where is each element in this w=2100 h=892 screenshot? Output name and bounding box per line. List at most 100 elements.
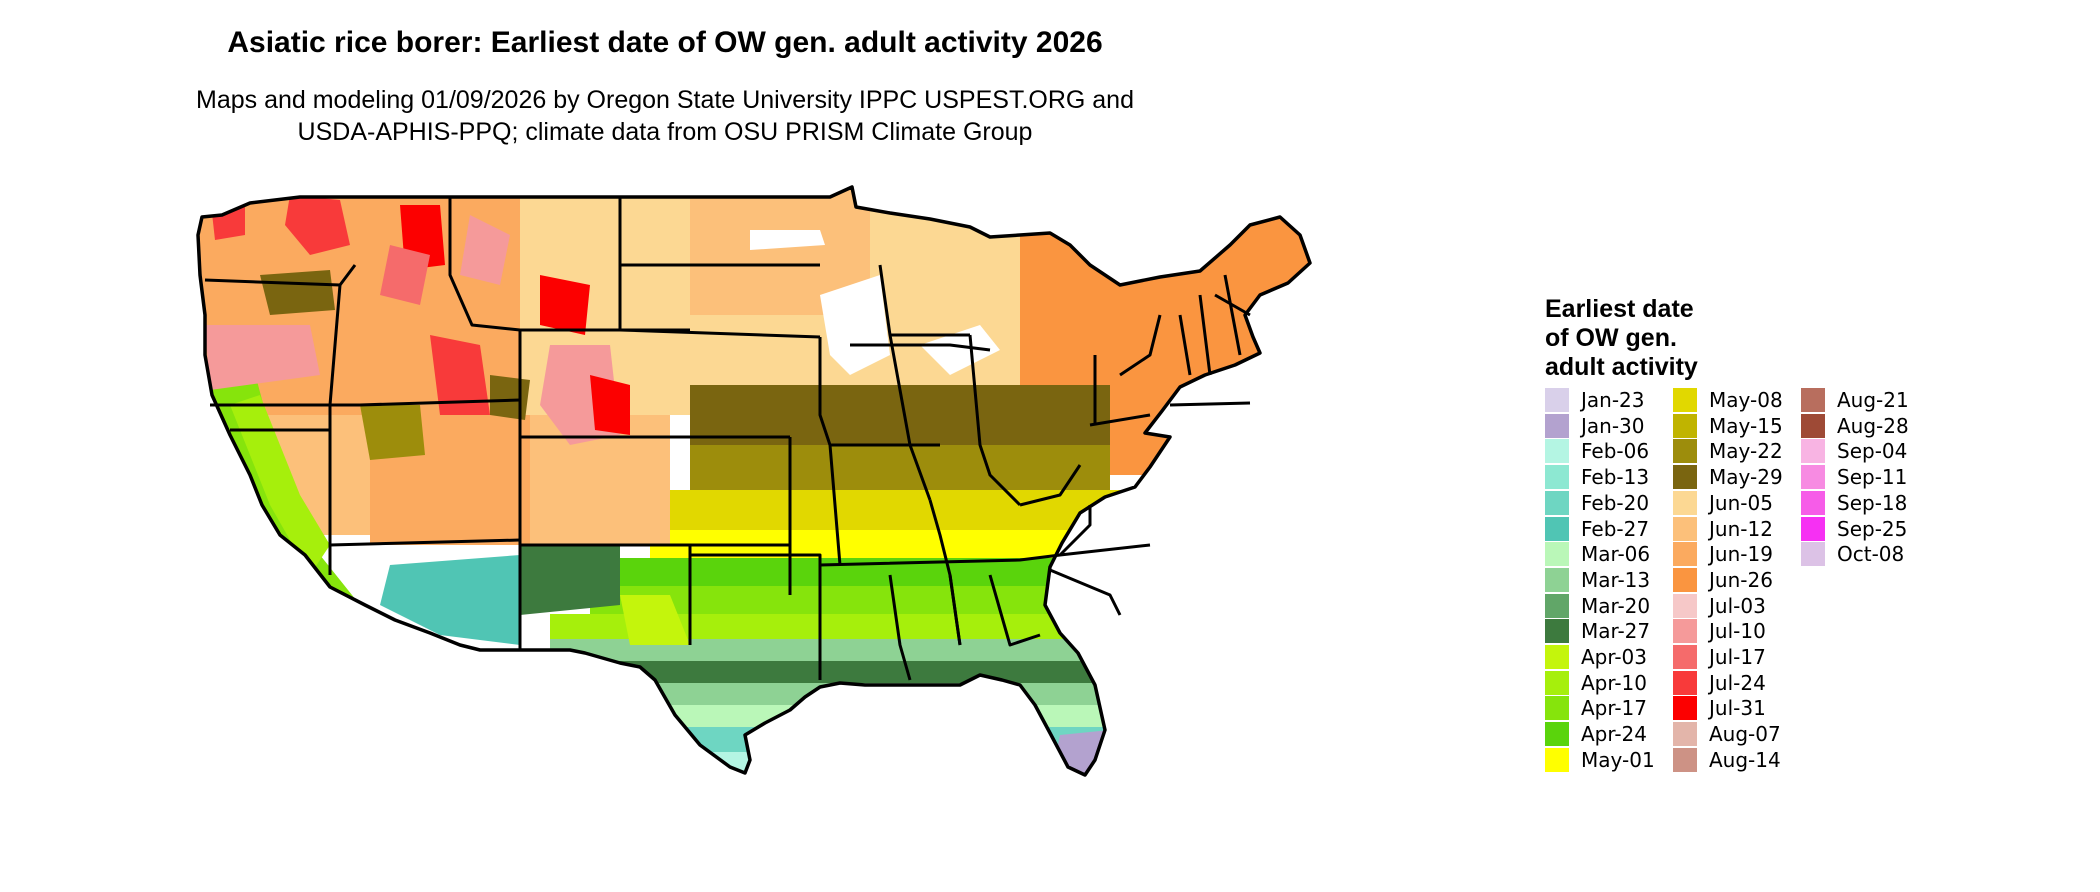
legend-swatch bbox=[1673, 722, 1697, 747]
map-legend: Earliest date of OW gen. adult activity … bbox=[1545, 295, 1909, 772]
legend-label: Sep-18 bbox=[1837, 490, 1908, 515]
subtitle-line-1: Maps and modeling 01/09/2026 by Oregon S… bbox=[196, 86, 1134, 114]
legend-item: May-15 bbox=[1673, 413, 1783, 439]
legend-item: Jan-23 bbox=[1545, 387, 1645, 413]
legend-label: Feb-20 bbox=[1581, 490, 1650, 515]
legend-swatch bbox=[1673, 645, 1697, 669]
legend-label: Aug-07 bbox=[1709, 722, 1781, 747]
legend-item: Aug-07 bbox=[1673, 721, 1781, 747]
legend-item: Oct-08 bbox=[1801, 541, 1904, 567]
legend-item: Jun-12 bbox=[1673, 516, 1773, 542]
legend-label: Jun-26 bbox=[1709, 567, 1773, 592]
legend-item: Mar-13 bbox=[1545, 567, 1650, 593]
legend-swatch bbox=[1673, 465, 1697, 490]
legend-swatch bbox=[1545, 439, 1569, 464]
legend-item: Apr-24 bbox=[1545, 721, 1647, 747]
legend-label: Feb-27 bbox=[1581, 516, 1650, 541]
map-zone bbox=[380, 245, 430, 305]
legend-item: Jul-03 bbox=[1673, 593, 1766, 619]
legend-label: Feb-06 bbox=[1581, 439, 1650, 464]
legend-swatch bbox=[1545, 619, 1569, 644]
legend-label: Jul-24 bbox=[1709, 670, 1766, 695]
legend-swatch bbox=[1545, 465, 1569, 490]
legend-swatch bbox=[1673, 542, 1697, 567]
legend-label: Feb-13 bbox=[1581, 465, 1650, 490]
legend-label: Aug-21 bbox=[1837, 388, 1909, 412]
legend-label: Jun-12 bbox=[1709, 516, 1773, 541]
legend-swatch bbox=[1673, 567, 1697, 592]
legend-swatch bbox=[1545, 722, 1569, 747]
map-zone bbox=[550, 705, 1150, 727]
legend-item: Sep-18 bbox=[1801, 490, 1907, 516]
map-zone bbox=[550, 661, 1150, 683]
map-title: Asiatic rice borer: Earliest date of OW … bbox=[227, 26, 1103, 59]
legend-item: Jun-26 bbox=[1673, 567, 1773, 593]
legend-label: Oct-08 bbox=[1837, 542, 1905, 567]
legend-label: Jan-30 bbox=[1581, 413, 1645, 438]
legend-swatch bbox=[1545, 593, 1569, 618]
legend-swatch bbox=[1545, 490, 1569, 515]
legend-swatch bbox=[1673, 593, 1697, 618]
map-zone bbox=[490, 375, 530, 420]
legend-label: Apr-17 bbox=[1581, 696, 1647, 721]
legend-swatch bbox=[1673, 490, 1697, 515]
legend-label: Mar-20 bbox=[1581, 593, 1651, 618]
map-zone bbox=[550, 683, 1150, 705]
legend-item: Feb-13 bbox=[1545, 464, 1649, 490]
legend-swatch bbox=[1545, 516, 1569, 541]
map-zone bbox=[430, 335, 490, 415]
legend-item: Mar-20 bbox=[1545, 593, 1650, 619]
legend-label: May-29 bbox=[1709, 465, 1783, 490]
map-color-zones bbox=[198, 187, 1310, 775]
map-zone bbox=[260, 270, 335, 315]
legend-item: Feb-27 bbox=[1545, 516, 1649, 542]
legend-swatch bbox=[1801, 413, 1825, 438]
legend-item: Aug-14 bbox=[1673, 747, 1781, 773]
map-zone bbox=[550, 752, 1150, 775]
legend-item: May-08 bbox=[1673, 387, 1783, 413]
map-zone bbox=[690, 445, 1110, 490]
map-zone bbox=[380, 555, 520, 645]
legend-label: Aug-28 bbox=[1837, 413, 1909, 438]
legend-swatch bbox=[1545, 542, 1569, 567]
map-zone bbox=[210, 195, 245, 240]
legend-label: Mar-06 bbox=[1581, 542, 1651, 567]
legend-label: May-22 bbox=[1709, 439, 1783, 464]
legend-item: Sep-04 bbox=[1801, 438, 1907, 464]
legend-title-line-1: Earliest date bbox=[1545, 295, 1694, 323]
legend-item: Jul-31 bbox=[1673, 695, 1766, 721]
legend-item: Jul-24 bbox=[1673, 670, 1766, 696]
legend-label: May-01 bbox=[1581, 747, 1655, 772]
legend-item: Feb-06 bbox=[1545, 438, 1649, 464]
legend-item: May-22 bbox=[1673, 438, 1783, 464]
map-zone bbox=[620, 595, 690, 645]
legend-swatch bbox=[1545, 747, 1569, 772]
legend-swatch bbox=[1545, 670, 1569, 695]
legend-swatch bbox=[1673, 619, 1697, 644]
legend-item: Sep-11 bbox=[1801, 464, 1907, 490]
us-outline bbox=[196, 185, 1312, 777]
map-zone bbox=[750, 230, 825, 250]
map-zone bbox=[460, 215, 510, 285]
legend-item: Aug-21 bbox=[1801, 387, 1909, 413]
legend-swatch bbox=[1801, 388, 1825, 412]
legend-swatch bbox=[1673, 747, 1697, 772]
map-zone bbox=[285, 195, 350, 255]
legend-label: Jun-19 bbox=[1709, 542, 1773, 567]
map-zone bbox=[230, 395, 330, 575]
legend-swatch bbox=[1545, 413, 1569, 438]
legend-label: Aug-14 bbox=[1709, 747, 1781, 772]
legend-swatch bbox=[1801, 490, 1825, 515]
legend-label: Jan-23 bbox=[1581, 388, 1645, 412]
legend-label: May-15 bbox=[1709, 413, 1783, 438]
legend-swatch bbox=[1673, 413, 1697, 438]
legend-title: Earliest date of OW gen. adult activity bbox=[1545, 295, 1785, 382]
legend-swatch bbox=[1673, 388, 1697, 412]
legend-label: Jul-31 bbox=[1709, 696, 1766, 721]
legend-swatch bbox=[1545, 645, 1569, 669]
legend-swatch bbox=[1801, 439, 1825, 464]
legend-swatch bbox=[1673, 696, 1697, 721]
legend-item: Jun-05 bbox=[1673, 490, 1773, 516]
legend-item: Apr-17 bbox=[1545, 695, 1647, 721]
legend-label: Apr-24 bbox=[1581, 722, 1647, 747]
